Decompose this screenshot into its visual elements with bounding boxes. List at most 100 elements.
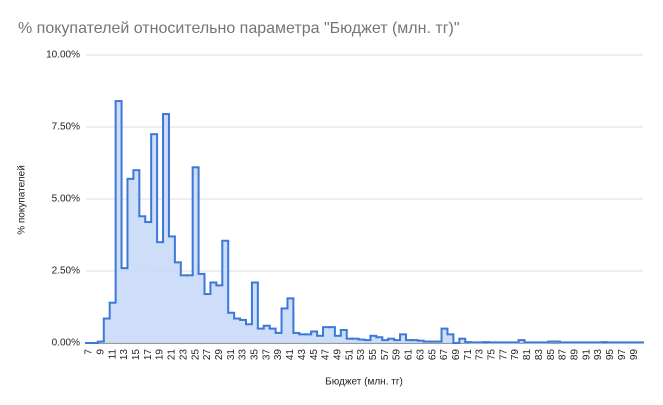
x-tick-label: 99 — [629, 349, 640, 361]
step-area — [145, 222, 152, 343]
x-tick-label: 29 — [214, 349, 225, 361]
x-tick-label: 41 — [285, 349, 296, 361]
x-tick-label: 95 — [605, 349, 616, 361]
step-area — [388, 338, 395, 343]
step-area — [228, 312, 235, 343]
x-tick-label: 51 — [344, 349, 355, 361]
x-tick-label: 81 — [522, 349, 533, 361]
step-area — [251, 282, 259, 343]
step-area — [234, 318, 241, 343]
step-area — [417, 340, 425, 343]
chart-title: % покупателей относительно параметра "Бю… — [18, 20, 460, 37]
step-area — [192, 167, 199, 343]
x-tick-label: 31 — [226, 349, 237, 361]
step-area — [518, 340, 525, 343]
step-area — [157, 242, 164, 343]
step-area — [174, 262, 182, 343]
step-area — [400, 334, 407, 343]
step-area — [447, 334, 454, 343]
x-tick-label: 65 — [427, 349, 438, 361]
step-area — [133, 170, 140, 343]
step-area — [299, 334, 306, 343]
step-area — [198, 273, 205, 343]
x-tick-label: 93 — [593, 349, 604, 361]
step-area — [281, 308, 288, 343]
step-area — [405, 340, 413, 343]
x-tick-label: 85 — [546, 349, 557, 361]
x-tick-label: 63 — [415, 349, 426, 361]
x-tick-label: 35 — [250, 349, 261, 361]
x-tick-label: 7 — [84, 349, 95, 355]
x-tick-label: 69 — [451, 349, 462, 361]
step-area — [311, 331, 318, 343]
step-area — [323, 327, 330, 343]
step-area — [127, 178, 134, 343]
x-tick-label: 59 — [392, 349, 403, 361]
x-tick-label: 53 — [356, 349, 367, 361]
step-area — [151, 134, 158, 343]
step-area — [210, 282, 217, 343]
step-area — [370, 335, 377, 343]
x-tick-label: 87 — [558, 349, 569, 361]
step-area — [245, 324, 253, 343]
y-tick-label: 2.50% — [52, 266, 80, 277]
x-tick-label: 61 — [404, 349, 415, 361]
step-area — [346, 338, 353, 343]
step-area — [222, 240, 229, 343]
step-area — [269, 328, 276, 343]
y-tick-label: 0.00% — [52, 338, 80, 349]
step-area — [394, 340, 401, 343]
x-tick-label: 49 — [332, 349, 343, 361]
step-area — [317, 335, 324, 343]
x-tick-label: 19 — [155, 349, 166, 361]
step-area — [305, 334, 312, 343]
y-tick-label: 5.00% — [52, 194, 80, 205]
step-area — [364, 340, 371, 343]
step-area — [328, 327, 336, 343]
y-tick-label: 7.50% — [52, 122, 80, 133]
x-tick-label: 11 — [107, 349, 118, 360]
x-tick-label: 55 — [368, 349, 379, 361]
step-area — [293, 332, 300, 343]
step-area — [340, 330, 348, 343]
step-area — [352, 338, 359, 343]
x-tick-label: 15 — [131, 349, 142, 361]
x-tick-label: 9 — [95, 349, 106, 355]
x-axis-title: Бюджет (млн. тг) — [325, 377, 403, 388]
step-area — [121, 268, 128, 343]
step-area — [376, 337, 383, 343]
x-tick-label: 13 — [119, 349, 130, 361]
x-tick-label: 17 — [143, 349, 154, 361]
x-tick-label: 33 — [238, 349, 249, 361]
step-area — [163, 114, 170, 343]
step-area — [382, 340, 389, 343]
step-area — [334, 335, 342, 343]
y-axis-title: % покупателей — [17, 165, 28, 235]
x-tick-label: 79 — [510, 349, 521, 361]
step-area — [139, 216, 146, 343]
x-tick-label: 83 — [534, 349, 545, 361]
x-tick-label: 27 — [202, 349, 213, 361]
step-area — [459, 338, 466, 343]
step-area — [287, 298, 294, 343]
x-tick-label: 45 — [309, 349, 320, 361]
x-tick-label: 47 — [321, 349, 332, 361]
x-tick-label: 71 — [463, 349, 474, 361]
step-area — [263, 325, 270, 343]
step-area — [411, 340, 419, 343]
step-area — [204, 294, 211, 343]
x-tick-label: 57 — [380, 349, 391, 361]
step-area — [115, 101, 122, 343]
x-tick-label: 21 — [167, 349, 178, 361]
step-area — [180, 275, 188, 343]
step-area — [441, 328, 448, 343]
x-tick-label: 91 — [581, 349, 592, 361]
x-tick-label: 97 — [617, 349, 628, 361]
x-tick-label: 73 — [475, 349, 486, 361]
x-tick-label: 39 — [273, 349, 284, 361]
step-area — [216, 285, 223, 343]
y-tick-label: 10.00% — [46, 50, 80, 61]
step-area — [103, 318, 111, 343]
step-area — [275, 332, 282, 343]
